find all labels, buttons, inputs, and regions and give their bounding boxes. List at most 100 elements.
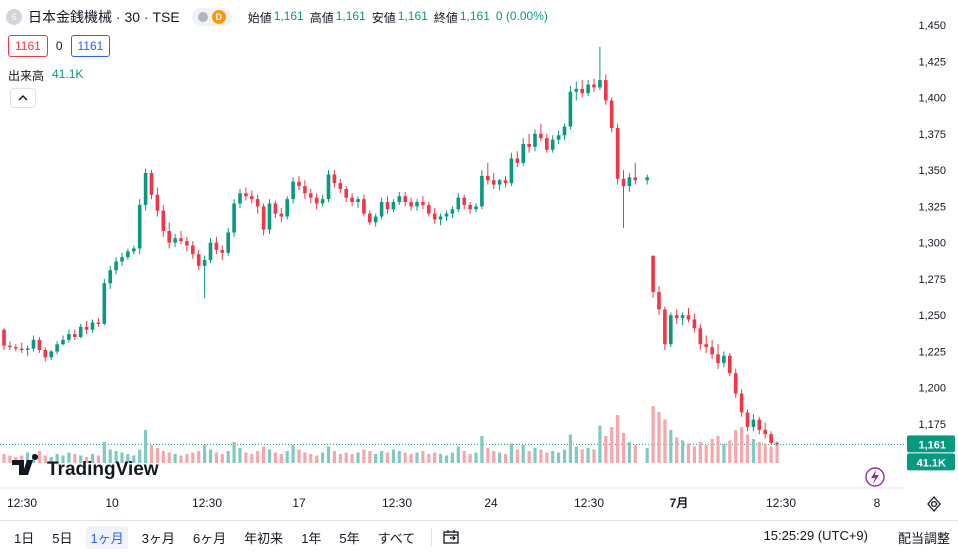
dividend-adjust-toggle[interactable]: 配当調整 [897, 531, 950, 546]
candle-body [385, 202, 390, 210]
range-button[interactable]: 5日 [52, 530, 73, 546]
range-button[interactable]: 年初来 [244, 530, 284, 546]
candle-body [480, 175, 484, 207]
range-button[interactable]: すべて [377, 530, 416, 546]
volume-bar [716, 436, 720, 463]
candle-body [763, 429, 767, 435]
candle-body [704, 344, 708, 348]
candle-body [438, 216, 443, 220]
candle-body [90, 322, 95, 330]
candle-body [651, 255, 655, 292]
candle-body [344, 188, 348, 198]
chart-canvas[interactable]: 1,175 1,200 1,225 1,250 1,275 1,300 1,325 1,350… [0, 0, 958, 520]
candle-body [739, 393, 744, 413]
candle-body [373, 216, 378, 223]
volume-bar [43, 455, 47, 463]
candle-body [250, 196, 254, 200]
candle-body [326, 174, 331, 200]
volume-bar [645, 448, 649, 463]
range-button[interactable]: 3ヶ月 [141, 530, 175, 546]
volume-bar [474, 452, 478, 463]
price-axis[interactable]: 1,175 1,200 1,225 1,250 1,275 1,300 1,325 1,350… [907, 20, 955, 471]
volume-bar [598, 425, 602, 463]
date-range-icon[interactable] [440, 528, 462, 546]
candle-body [692, 319, 697, 329]
volume-bar [244, 452, 248, 463]
candle-body [680, 315, 685, 319]
volume-bar [114, 451, 118, 463]
volume-bar [20, 455, 24, 463]
price-tick-label: 1,275 [918, 274, 946, 286]
last-price-label-bg [907, 435, 955, 453]
range-button[interactable]: 1日 [14, 530, 35, 546]
volume-bar [427, 454, 431, 463]
candle-body [550, 139, 555, 150]
volume-bar [409, 454, 413, 463]
range-button[interactable]: 6ヶ月 [192, 530, 227, 546]
candle-body [314, 197, 319, 204]
candle-body [267, 203, 272, 230]
settings-icon[interactable] [925, 495, 943, 513]
candle-body [49, 351, 53, 358]
volume-bar [108, 449, 112, 463]
volume-bar [344, 452, 348, 463]
price-tick-label: 1,400 [918, 93, 946, 105]
volume-bar [220, 454, 224, 463]
candle-body [84, 326, 89, 330]
candle-body [474, 206, 478, 210]
volume-bar [397, 451, 401, 463]
candle-body [37, 339, 42, 351]
volume-label: 出来高 [8, 69, 45, 83]
candle-body [132, 248, 136, 252]
candle-body [745, 412, 750, 427]
volume-bar [214, 452, 218, 463]
candle-body [669, 315, 673, 345]
candle-body [285, 199, 289, 217]
volume-bar [262, 446, 266, 463]
data-status-pill[interactable]: D [191, 8, 232, 26]
candle-body [356, 199, 360, 203]
range-button[interactable]: 1年 [301, 530, 322, 546]
candle-body [698, 328, 703, 345]
volume-bar [462, 451, 466, 463]
last-price-label: 1,161 [918, 439, 946, 451]
range-button[interactable]: 1ヶ月 [86, 525, 128, 549]
candle-body [2, 329, 6, 346]
bid-button[interactable]: 1161 [8, 35, 48, 57]
candle-body [126, 251, 130, 258]
candle-body [238, 193, 242, 204]
volume-bar [433, 452, 437, 463]
volume-bar [250, 454, 254, 463]
ask-button[interactable]: 1161 [70, 35, 111, 57]
candle-body [137, 204, 142, 249]
volume-bar [757, 442, 761, 463]
clock-timezone[interactable]: 15:25:29 (UTC+9) [763, 528, 868, 543]
volume-bar [403, 452, 407, 463]
volume-bar [498, 452, 502, 463]
collapse-legend-button[interactable] [10, 88, 36, 108]
volume-bar [663, 419, 667, 463]
volume-bar [503, 454, 508, 463]
symbol-title[interactable]: 日本金銭機械 · 30 · TSE [28, 9, 180, 25]
candle-body [143, 172, 148, 205]
candle-body [515, 158, 520, 163]
volume-bar [586, 448, 590, 463]
volume-bar [444, 455, 449, 463]
volume-bar [173, 454, 177, 463]
price-tick-label: 1,200 [918, 383, 946, 395]
candle-body [775, 442, 779, 445]
chevron-up-icon [18, 95, 28, 101]
symbol-icon[interactable]: 6 [6, 9, 22, 25]
lightning-icon[interactable] [865, 467, 885, 487]
time-axis[interactable]: 12:30 10 12:30 17 12:30 24 12:30 7月 12:30 8 [0, 487, 905, 510]
toolbar-divider [431, 528, 433, 546]
volume-bar [321, 452, 325, 463]
candle-body [609, 100, 614, 129]
volume-bar [574, 446, 578, 463]
volume-bar [657, 412, 661, 463]
candle-body [586, 84, 590, 94]
range-button[interactable]: 5年 [339, 530, 360, 546]
spread-value: 0 [55, 39, 63, 53]
legend-header: 6 日本金銭機械 · 30 · TSE D 始値 1,161 高値 1,161 … [6, 6, 548, 28]
candle-body [14, 347, 18, 349]
